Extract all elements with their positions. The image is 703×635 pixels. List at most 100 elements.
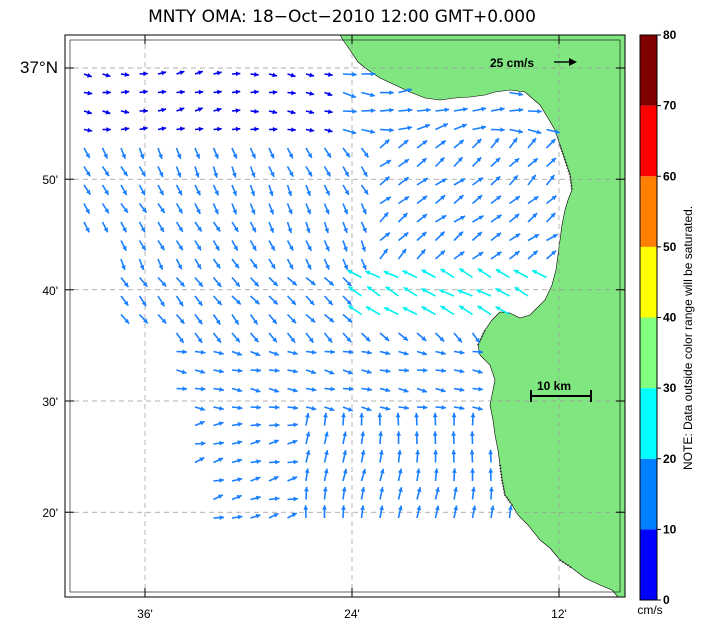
current-vector-head <box>421 232 427 237</box>
current-vector-head <box>141 301 147 307</box>
current-vector-head <box>476 289 482 294</box>
current-vector-head <box>178 226 183 232</box>
lat-label: 30' <box>42 395 58 409</box>
colorbar-band <box>640 176 657 247</box>
current-vector-head <box>122 171 128 177</box>
current-vector-head <box>273 439 279 445</box>
current-vector-head <box>407 107 413 113</box>
current-vector-head <box>213 172 218 178</box>
colorbar-note: NOTE: Data outside color range will be s… <box>681 206 695 470</box>
current-vector-head <box>440 140 446 146</box>
current-vector-head <box>555 129 560 135</box>
current-vector-head <box>324 450 329 455</box>
current-vector-head <box>440 195 446 200</box>
current-vector-head <box>513 269 519 275</box>
current-vector-head <box>121 265 126 270</box>
current-vector-head <box>292 439 298 445</box>
current-vector-head <box>180 126 185 132</box>
current-vector-head <box>161 126 167 132</box>
current-vector-head <box>341 412 346 418</box>
current-vector-head <box>457 289 463 294</box>
current-vector-head <box>407 88 412 93</box>
current-vector-head <box>272 281 278 286</box>
current-vector-head <box>347 317 353 323</box>
current-vector-head <box>514 287 520 292</box>
current-vector-head <box>434 505 440 511</box>
current-vector-head <box>215 226 221 232</box>
current-vector-head <box>292 387 298 393</box>
current-vector-head <box>514 158 520 163</box>
current-vector-head <box>383 270 389 276</box>
current-vector-head <box>85 227 90 233</box>
current-vector-head <box>471 505 477 511</box>
current-vector-head <box>453 487 458 492</box>
reference-vector: 25 cm/s <box>490 56 577 70</box>
colorbar-unit: cm/s <box>637 603 662 617</box>
current-vector-head <box>347 269 353 275</box>
current-vector-head <box>416 487 422 493</box>
current-vector-head <box>385 286 391 292</box>
current-vector-head <box>122 227 127 233</box>
current-vector-head <box>161 107 167 113</box>
current-vector-head <box>272 318 277 324</box>
current-vector-head <box>198 281 203 287</box>
current-vector-head <box>384 139 390 145</box>
current-vector-head <box>495 176 501 182</box>
current-vector-head <box>422 367 428 373</box>
current-vector-head <box>272 72 278 78</box>
current-vector-head <box>250 172 256 178</box>
current-vector-head <box>197 107 203 112</box>
current-vector-head <box>395 412 401 418</box>
current-vector-head <box>304 468 310 474</box>
current-vector-head <box>305 228 311 234</box>
current-vector-head <box>532 250 538 256</box>
current-vector-head <box>179 281 185 287</box>
lat-label: 20' <box>42 506 58 520</box>
current-vector-head <box>385 196 391 202</box>
current-vector-head <box>199 420 205 426</box>
current-vector-head <box>197 70 203 76</box>
current-vector-head <box>255 351 261 357</box>
current-vector-head <box>269 153 275 159</box>
current-vector-head <box>444 107 450 113</box>
current-vector-head <box>421 388 427 393</box>
current-vector-head <box>414 431 420 436</box>
current-vector-head <box>176 172 182 178</box>
current-vector-head <box>311 369 316 375</box>
current-vector-head <box>386 160 392 165</box>
current-vector-head <box>384 232 390 238</box>
current-vector-head <box>219 368 224 374</box>
current-vector-head <box>477 305 483 311</box>
current-vector-head <box>274 388 279 393</box>
current-vector-head <box>366 406 372 412</box>
current-vector-head <box>232 209 237 215</box>
current-vector-head <box>159 190 164 196</box>
current-vector-head <box>397 468 403 474</box>
plot-area: 25 cm/s 10 km <box>64 34 626 598</box>
current-vector-head <box>462 107 468 112</box>
current-vector-head <box>476 157 482 163</box>
current-vector-head <box>287 228 293 233</box>
current-vector-head <box>158 153 163 159</box>
current-vector-head <box>218 405 224 411</box>
current-vector-head <box>291 127 296 133</box>
longitude-labels: 36'24'12'122°W48' <box>137 607 567 621</box>
current-vector-head <box>359 412 365 418</box>
current-vector-head <box>290 109 296 115</box>
current-vector-head <box>235 71 241 77</box>
current-vector-head <box>307 245 312 251</box>
current-vector-head <box>124 72 130 77</box>
current-vector-head <box>291 90 296 96</box>
current-vector-head <box>347 407 353 412</box>
current-vector-head <box>403 287 409 292</box>
current-vector-head <box>459 251 465 257</box>
current-vector-head <box>198 126 204 132</box>
current-vector-head <box>537 108 542 114</box>
current-vector-head <box>106 90 111 95</box>
current-vector-head <box>327 300 333 305</box>
current-vector-head <box>422 404 428 410</box>
current-vector-head <box>515 233 521 239</box>
current-vector-head <box>488 449 494 455</box>
current-vector-head <box>453 505 459 511</box>
current-vector-head <box>178 208 183 214</box>
